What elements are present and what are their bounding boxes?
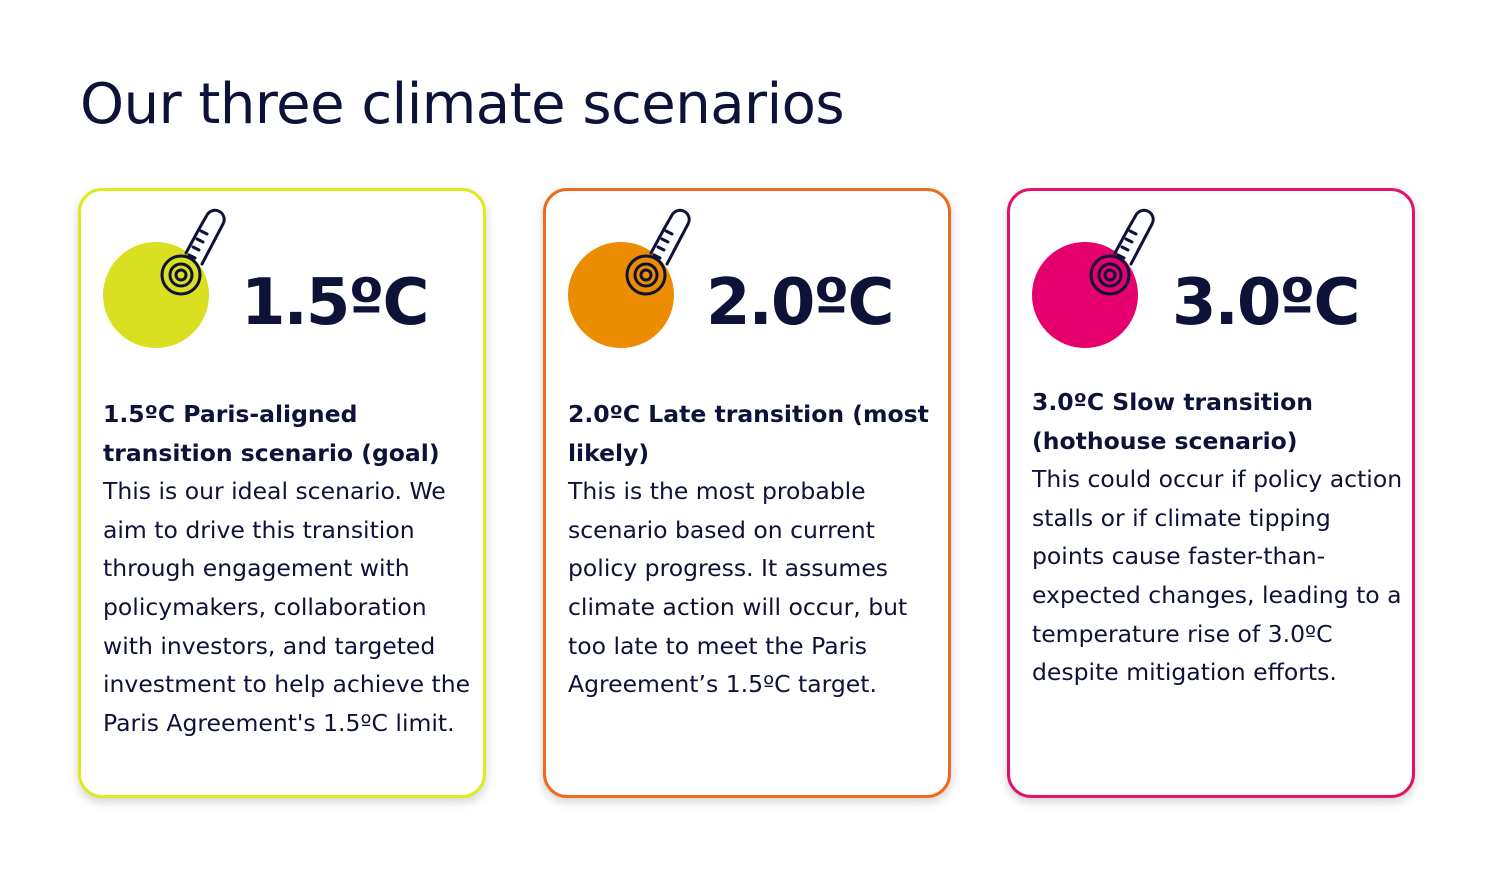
scenario-text: 2.0ºC Late transition (most likely) This…	[568, 395, 940, 704]
page-title: Our three climate scenarios	[80, 72, 845, 137]
scenario-description: This could occur if policy action stalls…	[1032, 465, 1403, 687]
scenario-heading: 3.0ºC Slow transition (hothouse scenario…	[1032, 388, 1313, 455]
thermometer-icon	[1089, 208, 1155, 296]
thermometer-icon	[160, 208, 226, 296]
scenario-card-2-0: 2.0ºC 2.0ºC Late transition (most likely…	[543, 188, 951, 798]
scenario-text: 1.5ºC Paris-aligned transition scenario …	[103, 395, 475, 742]
scenario-text: 3.0ºC Slow transition (hothouse scenario…	[1032, 383, 1404, 692]
temperature-label: 1.5ºC	[241, 266, 429, 340]
scenario-description: This is the most probable scenario based…	[568, 477, 908, 699]
scenario-icon	[1032, 205, 1162, 355]
scenario-icon	[103, 205, 233, 355]
temperature-label: 2.0ºC	[706, 266, 894, 340]
scenario-heading: 2.0ºC Late transition (most likely)	[568, 400, 929, 467]
temperature-label: 3.0ºC	[1172, 266, 1360, 340]
scenario-description: This is our ideal scenario. We aim to dr…	[103, 477, 471, 737]
scenario-card-3-0: 3.0ºC 3.0ºC Slow transition (hothouse sc…	[1007, 188, 1415, 798]
scenario-heading: 1.5ºC Paris-aligned transition scenario …	[103, 400, 440, 467]
scenario-icon	[568, 205, 698, 355]
thermometer-icon	[625, 208, 691, 296]
scenario-card-1-5: 1.5ºC 1.5ºC Paris-aligned transition sce…	[78, 188, 486, 798]
